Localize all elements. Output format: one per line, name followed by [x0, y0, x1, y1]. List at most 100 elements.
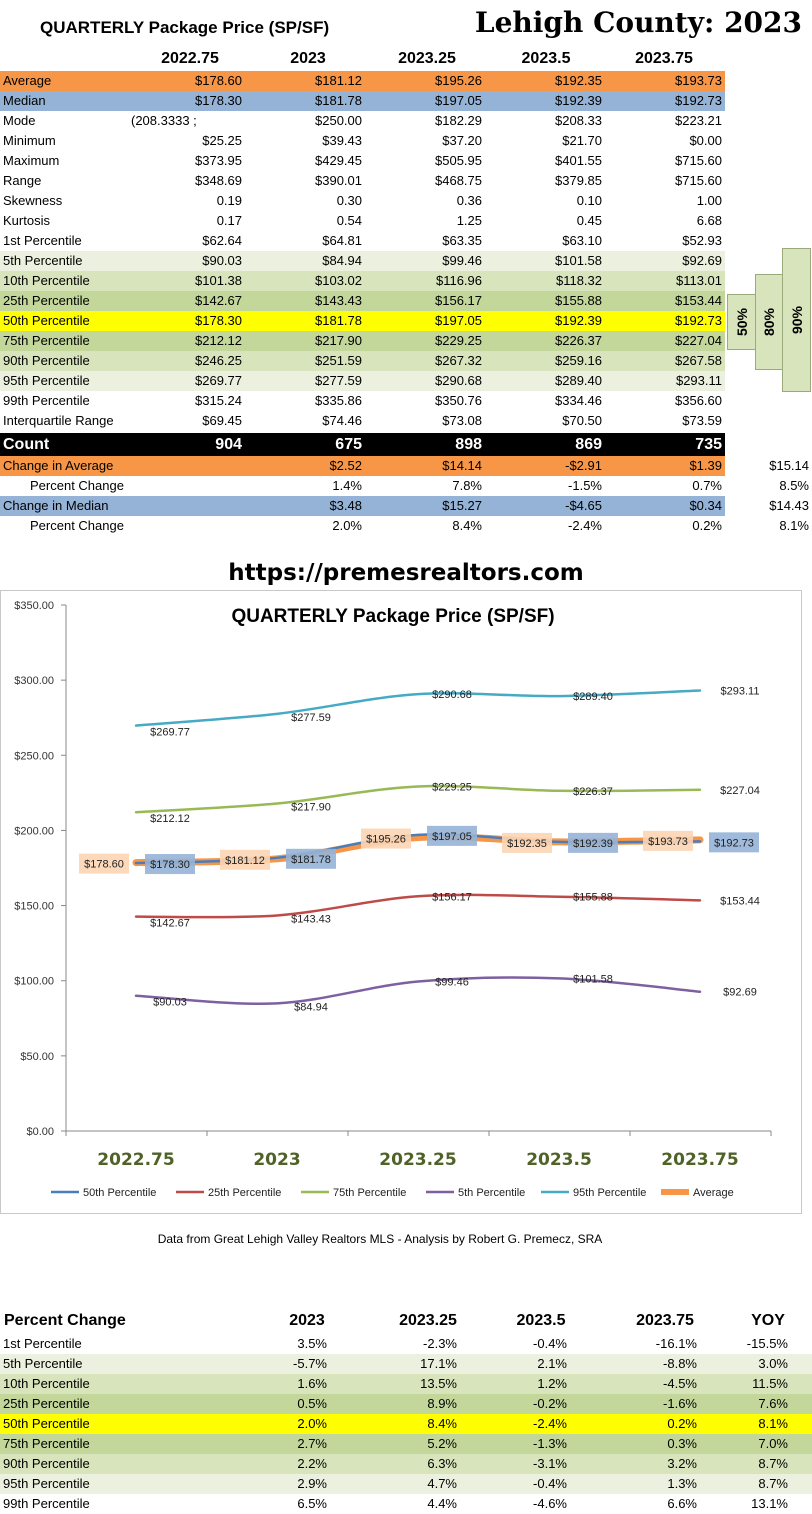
- data-label-box-50th-percentile: [709, 832, 759, 853]
- data-label-25th-percentile: $153.44: [720, 895, 760, 907]
- percent-row-value: 6.5%: [297, 1496, 327, 1511]
- change-row: Percent Change 2.0% 8.4% -2.4% 0.2% 8.1%: [0, 516, 812, 536]
- percent-row-value: -8.8%: [663, 1356, 697, 1371]
- data-label-box-50th-percentile: [568, 832, 618, 853]
- percent-row: 25th Percentile 0.5% 8.9% -0.2% -1.6% 7.6%: [0, 1394, 812, 1414]
- percent-column-header: YOY: [751, 1312, 785, 1329]
- percent-row-value: 0.5%: [297, 1396, 327, 1411]
- percent-row: 90th Percentile 2.2% 6.3% -3.1% 3.2% 8.7%: [0, 1454, 812, 1474]
- row-label: 50th Percentile: [3, 313, 90, 328]
- percent-row-value: 2.9%: [297, 1476, 327, 1491]
- row-value: $74.46: [322, 413, 362, 428]
- row-value: $217.90: [315, 333, 362, 348]
- percent-row-value: -1.6%: [663, 1396, 697, 1411]
- row-value: $62.64: [202, 233, 242, 248]
- row-label: 90th Percentile: [3, 353, 90, 368]
- data-label-5th-percentile: $84.94: [294, 1001, 328, 1013]
- row-value: 1.25: [456, 213, 482, 228]
- row-value: $229.25: [435, 333, 482, 348]
- row-value: $208.33: [555, 113, 602, 128]
- percent-row: 1st Percentile 3.5% -2.3% -0.4% -16.1% -15.5%: [0, 1334, 812, 1354]
- legend-label: 50th Percentile: [83, 1187, 156, 1199]
- row-value: $192.35: [555, 73, 602, 88]
- change-total: 8.5%: [779, 478, 809, 493]
- percent-row-value: 1.6%: [297, 1376, 327, 1391]
- row-value: $0.00: [689, 133, 722, 148]
- row-value: $113.01: [675, 273, 722, 288]
- stats-row: 10th Percentile $101.38 $103.02 $116.96 $118…: [0, 271, 725, 291]
- percent-row-value: 11.5%: [752, 1376, 788, 1391]
- legend-label: 95th Percentile: [573, 1187, 646, 1199]
- column-header: 2023.25: [398, 50, 456, 67]
- percent-row: 95th Percentile 2.9% 4.7% -0.4% 1.3% 8.7%: [0, 1474, 812, 1494]
- stats-row: 50th Percentile $178.30 $181.78 $197.05 $192…: [0, 311, 725, 331]
- count-value: 675: [335, 436, 362, 453]
- percent-row-value: 8.7%: [758, 1456, 788, 1471]
- row-value: 0.30: [336, 193, 362, 208]
- percent-row-value: -0.4%: [533, 1476, 567, 1491]
- row-value: 0.36: [456, 193, 482, 208]
- stats-row: 5th Percentile $90.03 $84.94 $99.46 $101.58 $…: [0, 251, 725, 271]
- row-value: $246.25: [195, 353, 242, 368]
- data-label-average: $181.12: [225, 855, 265, 867]
- data-label-50th-percentile: $192.73: [714, 837, 754, 849]
- data-label-50th-percentile: $197.05: [432, 831, 472, 843]
- percent-row-value: 8.7%: [758, 1476, 788, 1491]
- percent-row-label: 99th Percentile: [3, 1496, 90, 1511]
- row-value: $73.59: [682, 413, 722, 428]
- percent-row-label: 90th Percentile: [3, 1456, 90, 1471]
- count-value: 735: [695, 436, 722, 453]
- percent-row-label: 1st Percentile: [3, 1336, 82, 1351]
- stats-row: Mode (208.3333 ; 107.5269 $250.00 $182.29 $2…: [0, 111, 725, 131]
- data-label-25th-percentile: $156.17: [432, 891, 472, 903]
- x-tick-label: 2023.5: [526, 1150, 592, 1170]
- change-value: $1.39: [689, 458, 722, 473]
- change-value: -$2.91: [565, 458, 602, 473]
- row-value: $21.70: [562, 133, 602, 148]
- count-value: 898: [455, 436, 482, 453]
- percent-row-value: 5.2%: [427, 1436, 457, 1451]
- row-value: $178.30: [195, 93, 242, 108]
- change-value: $3.48: [329, 498, 362, 513]
- column-header: 2023: [290, 50, 326, 67]
- row-value: $193.73: [675, 73, 722, 88]
- data-label-95th-percentile: $293.11: [721, 685, 760, 697]
- x-tick-label: 2023: [253, 1150, 300, 1170]
- row-label: 95th Percentile: [3, 373, 90, 388]
- data-label-box-average: [220, 849, 270, 870]
- row-value: $84.94: [322, 253, 362, 268]
- stats-row: Average $178.60 $181.12 $195.26 $192.35 $193.…: [0, 71, 725, 91]
- data-label-50th-percentile: $181.78: [291, 854, 331, 866]
- website-url[interactable]: https://premesrealtors.com: [228, 560, 584, 586]
- percent-column-header: 2023.75: [636, 1312, 694, 1329]
- percent-row-value: -4.6%: [533, 1496, 567, 1511]
- row-value: $335.86: [315, 393, 362, 408]
- row-value: $195.26: [435, 73, 482, 88]
- data-label-25th-percentile: $155.88: [573, 892, 613, 904]
- legend-label: Average: [693, 1187, 734, 1199]
- row-value: $156.17: [435, 293, 482, 308]
- row-value: $289.40: [555, 373, 602, 388]
- percent-row-label: 50th Percentile: [3, 1416, 90, 1431]
- change-value: $0.34: [689, 498, 722, 513]
- data-label-box-average: [502, 832, 552, 853]
- row-value: $505.95: [435, 153, 482, 168]
- percent-row-label: 75th Percentile: [3, 1436, 90, 1451]
- row-value: $155.88: [555, 293, 602, 308]
- row-value: $251.59: [315, 353, 362, 368]
- row-value: $212.12: [195, 333, 242, 348]
- percent-row: 10th Percentile 1.6% 13.5% 1.2% -4.5% 11.5%: [0, 1374, 812, 1394]
- y-tick-label: $0.00: [26, 1126, 54, 1138]
- data-label-50th-percentile: $178.30: [150, 859, 190, 871]
- row-value: $63.35: [442, 233, 482, 248]
- column-header: 2022.75: [161, 50, 219, 67]
- row-label: 99th Percentile: [3, 393, 90, 408]
- chart-title: QUARTERLY Package Price (SP/SF): [231, 606, 554, 627]
- side-label-90: 90%: [788, 305, 805, 335]
- row-value: $181.78: [315, 313, 362, 328]
- data-label-box-average: [79, 853, 129, 874]
- data-label-5th-percentile: $92.69: [723, 987, 757, 999]
- row-value: $99.46: [442, 253, 482, 268]
- change-row: Percent Change 1.4% 7.8% -1.5% 0.7% 8.5%: [0, 476, 812, 496]
- legend-label: 75th Percentile: [333, 1187, 406, 1199]
